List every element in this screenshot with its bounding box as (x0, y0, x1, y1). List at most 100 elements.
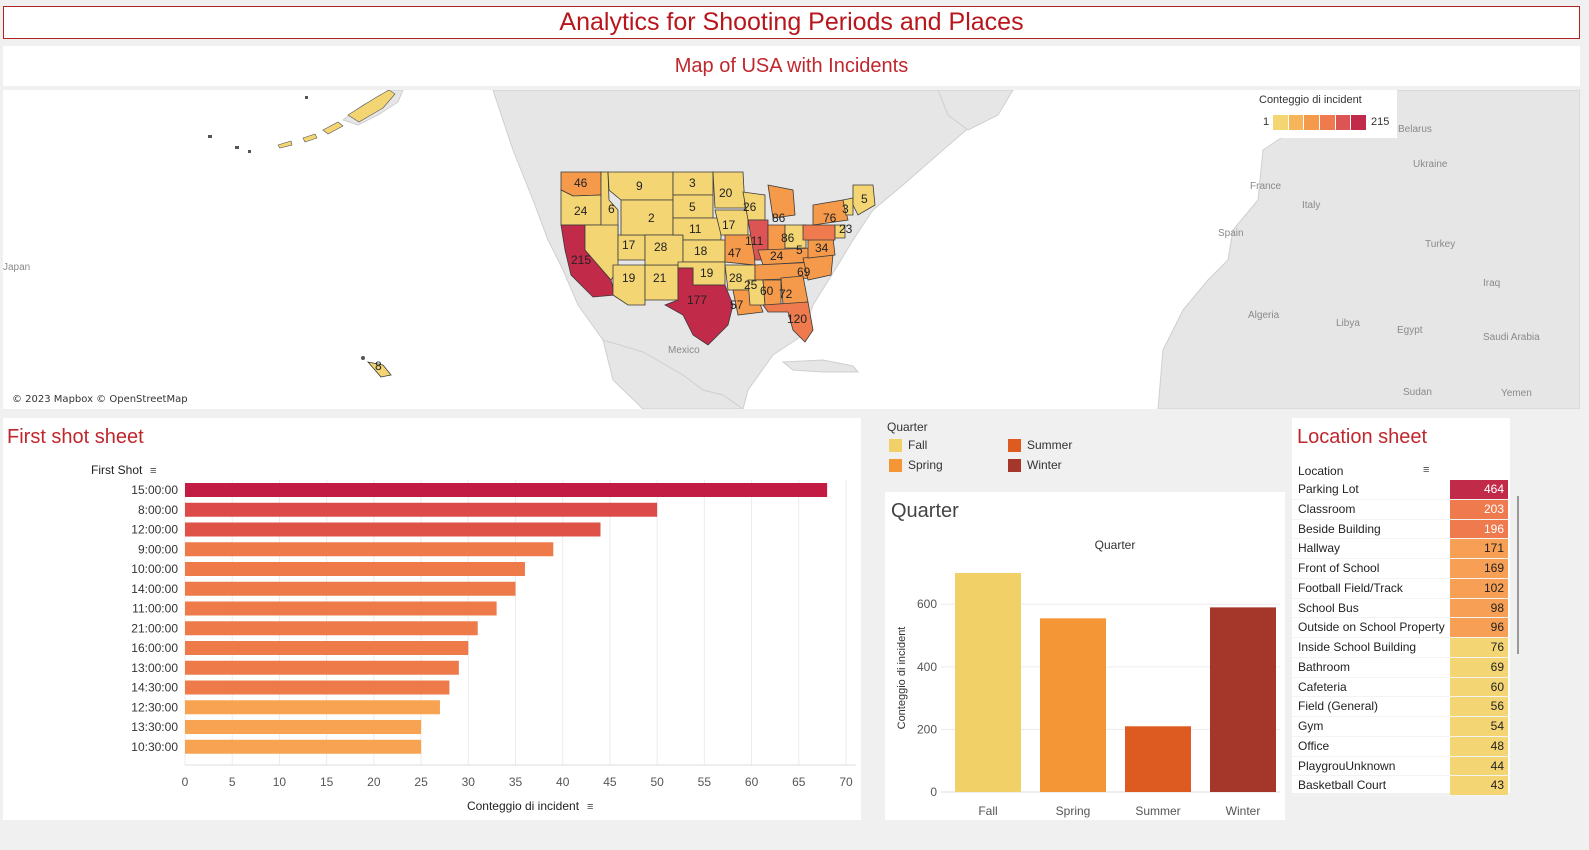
hawaii-dot (361, 356, 365, 360)
aleutian-dot (235, 146, 239, 149)
y-category-label: 8:00:00 (138, 503, 178, 517)
table-row[interactable]: Classroom 203 (1292, 499, 1510, 520)
table-row[interactable]: Basketball Court 43 (1292, 776, 1510, 796)
bar (185, 581, 516, 596)
location-name: Inside School Building (1298, 640, 1417, 654)
bar (185, 502, 658, 517)
label-in: 86 (781, 231, 795, 245)
x-tick-label: 65 (792, 775, 806, 789)
x-tick-label: 15 (320, 775, 334, 789)
bar (185, 601, 497, 616)
location-count: 56 (1450, 697, 1508, 716)
y-category-label: 10:30:00 (131, 740, 178, 754)
table-row[interactable]: PlaygrouUnknown 44 (1292, 756, 1510, 777)
location-count: 203 (1450, 499, 1508, 519)
quarter-chart[interactable]: Quarter 0 200 400 600 Fall Spring Summer Winter C… (885, 532, 1285, 820)
bar (185, 660, 459, 675)
state-fl (762, 301, 814, 343)
label-il: 111 (745, 234, 764, 248)
y-category-label: 13:30:00 (131, 720, 178, 734)
table-row[interactable]: Bathroom 69 (1292, 657, 1510, 678)
location-name: Field (General) (1298, 699, 1379, 714)
table-row[interactable]: Parking Lot 464 (1292, 480, 1510, 500)
table-row[interactable]: Field (General) 56 (1292, 697, 1510, 717)
bar (185, 522, 601, 537)
label-ny: 76 (823, 211, 837, 225)
label-nv: 17 (622, 238, 636, 252)
map-legend-min: 1 (1263, 116, 1270, 128)
bar (185, 720, 422, 734)
bar (185, 542, 554, 557)
label-oh: 5 (796, 243, 803, 257)
map-legend-title: Conteggio di incident (1259, 94, 1362, 106)
y-tick-label: 200 (917, 722, 937, 736)
location-name: Front of School (1298, 561, 1380, 575)
table-row[interactable]: Football Field/Track 102 (1292, 578, 1510, 599)
map-canvas[interactable]: 46 24 215 6 9 17 28 19 21 2 18 3 5 11 19… (3, 90, 1580, 409)
aleutian-dot (305, 96, 308, 99)
x-tick-label: 70 (839, 775, 853, 789)
state-mn (712, 171, 746, 209)
ramp-step (1335, 115, 1352, 130)
table-row[interactable]: School Bus 98 (1292, 598, 1510, 619)
bar (185, 700, 440, 715)
table-row[interactable]: Outside on School Property 96 (1292, 618, 1510, 638)
label-ca: 215 (571, 253, 591, 267)
location-name: PlaygrouUnknown (1298, 758, 1396, 773)
location-column-header[interactable]: Location (1298, 464, 1344, 478)
x-category-label: Summer (1135, 804, 1180, 818)
ramp-step (1320, 115, 1336, 130)
table-row[interactable]: Cafeteria 60 (1292, 677, 1510, 698)
label-wi: 26 (743, 200, 757, 214)
x-category-label: Spring (1056, 804, 1091, 818)
label-tx: 177 (687, 293, 707, 307)
sort-icon: ≡ (587, 801, 593, 813)
sort-icon[interactable]: ≡ (1423, 464, 1430, 476)
map-title: Map of USA with Incidents (3, 46, 1580, 86)
geo-algeria: Algeria (1248, 310, 1280, 321)
label-co: 18 (694, 244, 708, 258)
geo-belarus: Belarus (1398, 124, 1432, 135)
table-row[interactable]: Front of School 169 (1292, 559, 1510, 579)
location-count: 98 (1450, 598, 1508, 618)
map-legend: Conteggio di incident 1 215 (1255, 90, 1397, 138)
first-shot-title: First shot sheet (7, 426, 144, 448)
legend-item-spring[interactable]: Spring (889, 458, 943, 472)
location-count: 60 (1450, 677, 1508, 697)
table-row[interactable]: Office 48 (1292, 736, 1510, 757)
label-ga: 72 (779, 287, 793, 301)
quarter-title: Quarter (891, 500, 959, 522)
legend-swatch (889, 458, 902, 472)
label-wa: 46 (574, 176, 588, 190)
table-row[interactable]: Hallway 171 (1292, 539, 1510, 559)
state-pa (802, 224, 836, 241)
geo-sudan: Sudan (1403, 387, 1432, 398)
label-tn: 69 (797, 265, 811, 279)
first-shot-header: First Shot (91, 463, 143, 477)
bar (185, 739, 422, 754)
table-row[interactable]: Gym 54 (1292, 717, 1510, 737)
geo-iraq: Iraq (1483, 278, 1500, 289)
map-view[interactable]: 46 24 215 6 9 17 28 19 21 2 18 3 5 11 19… (3, 90, 1580, 409)
label-al: 60 (760, 284, 774, 298)
first-shot-chart[interactable]: First Shot ≡ 0 5 10 15 20 25 30 35 40 45 50 55 60 65 70 1… (3, 458, 861, 818)
label-hi: 8 (375, 359, 382, 373)
y-category-label: 12:00:00 (131, 523, 178, 537)
location-name: Football Field/Track (1298, 580, 1403, 595)
scrollbar[interactable] (1517, 496, 1519, 654)
y-category-label: 16:00:00 (131, 641, 178, 655)
state-az (612, 264, 646, 306)
land-europe-africa (1157, 90, 1580, 409)
location-name: Beside Building (1298, 521, 1381, 536)
table-row[interactable]: Inside School Building 76 (1292, 638, 1510, 658)
table-row[interactable]: Beside Building 196 (1292, 519, 1510, 540)
legend-item-fall[interactable]: Fall (889, 438, 927, 452)
bar (185, 641, 469, 655)
legend-item-summer[interactable]: Summer (1008, 438, 1072, 452)
x-tick-label: 60 (745, 775, 759, 789)
ramp-step (1288, 115, 1305, 130)
state-ny (812, 199, 849, 226)
legend-item-winter[interactable]: Winter (1008, 458, 1062, 472)
map-credit[interactable]: © 2023 Mapbox © OpenStreetMap (12, 394, 188, 405)
label-me: 5 (861, 192, 868, 206)
